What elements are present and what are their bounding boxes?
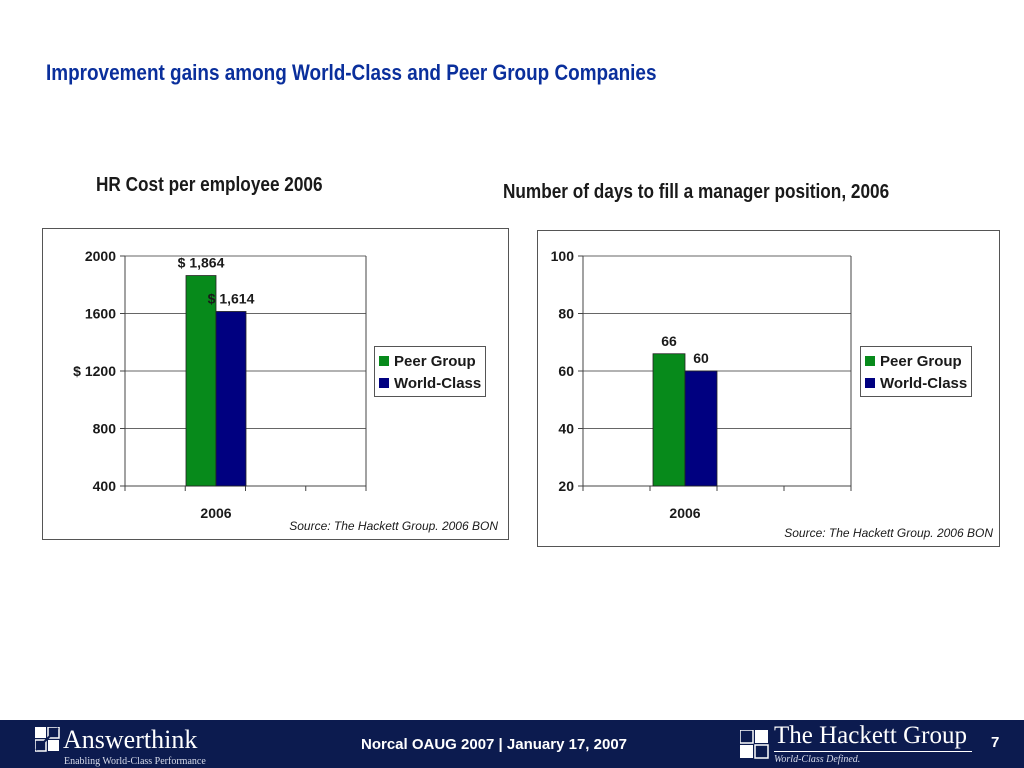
y-tick-label: 400 (93, 478, 117, 494)
y-tick-label: $ 1200 (73, 363, 116, 379)
y-tick-label: 800 (93, 421, 117, 437)
days-to-fill-chart-source: Source: The Hackett Group. 2006 BON (784, 526, 993, 540)
days-to-fill-chart-title: Number of days to fill a manager positio… (503, 181, 890, 203)
hackett-tagline: World-Class Defined. (774, 754, 861, 765)
hackett-logo-rule (774, 751, 972, 752)
data-label-world-class: 60 (693, 350, 709, 366)
data-label-world-class: $ 1,614 (208, 290, 255, 306)
y-tick-label: 20 (558, 478, 574, 494)
y-tick-label: 100 (551, 248, 575, 264)
legend-item-world-class: World-Class (379, 372, 481, 394)
legend-item-world-class: World-Class (865, 372, 967, 394)
legend-label-peer-group: Peer Group (880, 352, 962, 370)
y-tick-label: 2000 (85, 248, 116, 264)
legend-item-peer-group: Peer Group (865, 350, 967, 372)
page-number: 7 (991, 734, 1000, 751)
legend-label-peer-group: Peer Group (394, 352, 476, 370)
hackett-mark-icon (740, 730, 769, 759)
y-tick-label: 40 (558, 421, 574, 437)
legend-label-world-class: World-Class (880, 374, 968, 392)
bar-world-class (215, 311, 247, 487)
legend-item-peer-group: Peer Group (379, 350, 481, 372)
days-to-fill-chart: 20 40 60 80 100 2006 66 60 Peer Group World-Cla… (537, 230, 1000, 547)
days-to-fill-chart-plot: 20 40 60 80 100 2006 66 60 (551, 248, 852, 521)
hr-cost-chart-legend: Peer Group World-Class (374, 346, 487, 397)
slide-title: Improvement gains among World-Class and … (46, 60, 657, 85)
peer-group-swatch (865, 356, 875, 366)
footer-event-date: Norcal OAUG 2007 | January 17, 2007 (361, 736, 628, 753)
days-to-fill-chart-legend: Peer Group World-Class (860, 346, 973, 397)
hr-cost-chart-source: Source: The Hackett Group. 2006 BON (289, 519, 498, 533)
hr-cost-chart: 400 800 $ 1200 1600 2000 2006 $ 1,864 $ 1,614 P… (42, 228, 509, 540)
legend-label-world-class: World-Class (394, 374, 482, 392)
y-tick-label: 1600 (85, 306, 116, 322)
hr-cost-chart-title: HR Cost per employee 2006 (96, 174, 323, 196)
bar-peer-group (652, 353, 686, 487)
bar-peer-group (185, 275, 217, 487)
data-label-peer-group: $ 1,864 (178, 255, 225, 271)
footer-bar: Answerthink Enabling World-Class Perform… (0, 720, 1024, 768)
world-class-swatch (865, 378, 875, 388)
hr-cost-chart-plot: 400 800 $ 1200 1600 2000 2006 $ 1,864 $ 1,614 (73, 248, 367, 521)
data-label-peer-group: 66 (661, 333, 677, 349)
answerthink-mark-icon (35, 727, 60, 752)
hackett-logo-text: The Hackett Group (774, 722, 967, 749)
x-tick-label: 2006 (200, 505, 231, 521)
y-tick-label: 60 (558, 363, 574, 379)
x-tick-label: 2006 (669, 505, 700, 521)
answerthink-logo-text: Answerthink (63, 725, 198, 754)
y-tick-label: 80 (558, 306, 574, 322)
peer-group-swatch (379, 356, 389, 366)
world-class-swatch (379, 378, 389, 388)
answerthink-tagline: Enabling World-Class Performance (64, 756, 206, 767)
bar-world-class (684, 370, 718, 487)
